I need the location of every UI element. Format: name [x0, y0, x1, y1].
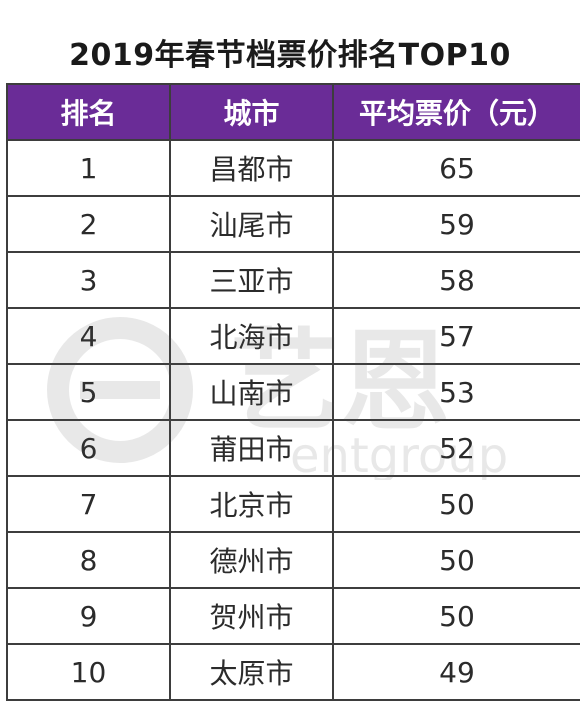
- ranking-table: 排名 城市 平均票价（元） 1 昌都市 65 2 汕尾市 59 3 三亚市 58: [6, 83, 580, 701]
- cell-price: 59: [332, 195, 580, 253]
- cell-city: 汕尾市: [169, 195, 334, 253]
- cell-city: 贺州市: [169, 587, 334, 645]
- cell-rank: 4: [6, 307, 171, 365]
- table-row: 3 三亚市 58: [6, 251, 580, 309]
- header-price: 平均票价（元）: [332, 83, 580, 141]
- cell-rank: 1: [6, 139, 171, 197]
- table-row: 1 昌都市 65: [6, 139, 580, 197]
- cell-rank: 5: [6, 363, 171, 421]
- table-row: 7 北京市 50: [6, 475, 580, 533]
- table-row: 5 山南市 53: [6, 363, 580, 421]
- cell-city: 昌都市: [169, 139, 334, 197]
- cell-rank: 8: [6, 531, 171, 589]
- cell-city: 三亚市: [169, 251, 334, 309]
- cell-city: 北京市: [169, 475, 334, 533]
- page-title: 2019年春节档票价排名TOP10: [69, 38, 511, 73]
- cell-price: 50: [332, 587, 580, 645]
- table-row: 8 德州市 50: [6, 531, 580, 589]
- cell-rank: 3: [6, 251, 171, 309]
- cell-price: 53: [332, 363, 580, 421]
- cell-city: 莆田市: [169, 419, 334, 477]
- cell-price: 52: [332, 419, 580, 477]
- cell-city: 北海市: [169, 307, 334, 365]
- cell-city: 德州市: [169, 531, 334, 589]
- cell-city: 山南市: [169, 363, 334, 421]
- cell-city: 太原市: [169, 643, 334, 701]
- table-row: 6 莆田市 52: [6, 419, 580, 477]
- cell-rank: 7: [6, 475, 171, 533]
- table-row: 10 太原市 49: [6, 643, 580, 701]
- header-rank: 排名: [6, 83, 171, 141]
- cell-price: 58: [332, 251, 580, 309]
- cell-price: 57: [332, 307, 580, 365]
- cell-price: 50: [332, 475, 580, 533]
- cell-price: 50: [332, 531, 580, 589]
- cell-price: 65: [332, 139, 580, 197]
- cell-rank: 10: [6, 643, 171, 701]
- table-row: 4 北海市 57: [6, 307, 580, 365]
- cell-rank: 6: [6, 419, 171, 477]
- table-header-row: 排名 城市 平均票价（元）: [6, 83, 580, 141]
- ranking-table-container: 排名 城市 平均票价（元） 1 昌都市 65 2 汕尾市 59 3 三亚市 58: [6, 83, 580, 701]
- header-city: 城市: [169, 83, 334, 141]
- cell-price: 49: [332, 643, 580, 701]
- table-row: 9 贺州市 50: [6, 587, 580, 645]
- table-row: 2 汕尾市 59: [6, 195, 580, 253]
- cell-rank: 9: [6, 587, 171, 645]
- cell-rank: 2: [6, 195, 171, 253]
